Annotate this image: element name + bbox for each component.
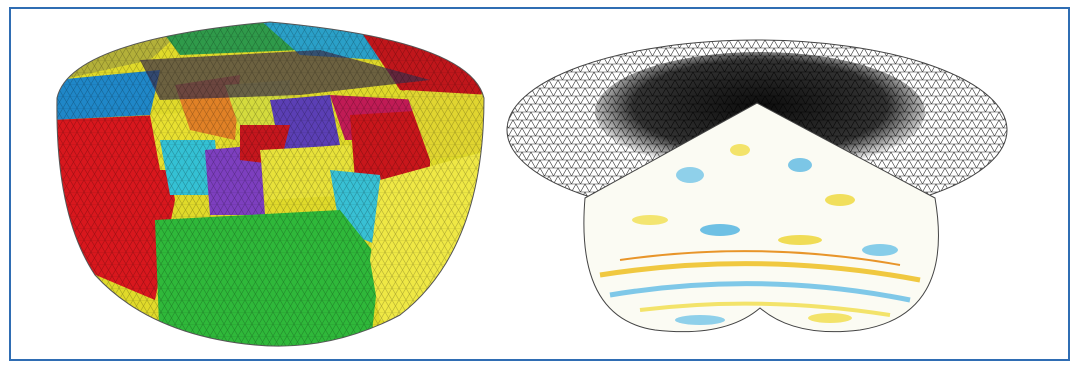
wave-field-outline [583, 102, 939, 333]
hemisphere-outline [56, 21, 485, 347]
